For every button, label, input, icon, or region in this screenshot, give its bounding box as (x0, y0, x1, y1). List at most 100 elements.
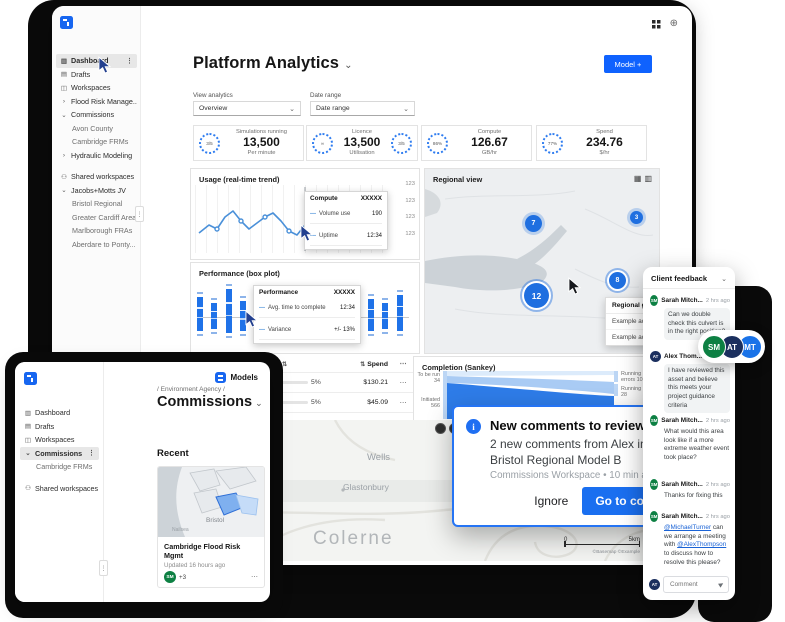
avatar-overflow-count: +3 (179, 573, 187, 581)
series-swatch: — (259, 326, 265, 333)
comment[interactable]: SM Sarah Mitch... 2 hrs ago @MichaelTurn… (650, 511, 730, 567)
chevron-down-icon[interactable]: ⌄ (344, 60, 353, 71)
usage-panel-title: Usage (real-time trend) (199, 175, 280, 184)
comment[interactable]: AT Alex Thom... I have reviewed this ass… (650, 351, 730, 414)
cluster-marker-8[interactable]: 8 (609, 272, 626, 289)
sidebar-item-aberdare[interactable]: Aberdare to Ponty... (56, 238, 137, 252)
apps-grid-icon[interactable] (651, 19, 661, 29)
tooltip-value: 12:34 (366, 232, 382, 239)
models-logo-icon (215, 372, 227, 383)
comment[interactable]: SM Sarah Mitch... 2 hrs ago Thanks for f… (650, 479, 730, 501)
kebab-icon[interactable]: ⋮ (88, 450, 95, 458)
svg-text:Running: Running (621, 371, 641, 377)
tooltip-title: Compute (310, 195, 338, 202)
sidebar-item-jacobs-motts[interactable]: ⌄ Jacobs+Motts JV (56, 184, 137, 198)
sidebar-resize-handle[interactable]: ⋮ (99, 560, 108, 576)
comment[interactable]: SM Sarah Mitch... 2 hrs ago What would t… (650, 415, 730, 463)
mention-link[interactable]: @AlexThompson (677, 541, 727, 549)
kpi-value: 234.76 (586, 135, 623, 150)
context-menu-title: Regional group (606, 298, 659, 314)
svg-text:28: 28 (621, 392, 627, 398)
notification-time: 10 min ago (609, 470, 658, 481)
sidebar-item-workspaces[interactable]: ◫ Workspaces (20, 433, 99, 447)
sidebar-resize-handle[interactable]: ⋮ (135, 206, 144, 222)
sidebar-item-avon-county[interactable]: Avon County (56, 122, 137, 136)
comment-time: 2 hrs ago (705, 297, 730, 304)
svg-text:34: 34 (434, 378, 440, 384)
sidebar-item-greater-cardiff[interactable]: Greater Cardiff Area (56, 211, 137, 225)
recent-model-card[interactable]: Bristol Nailsea Cambridge Flood Risk Mgm… (157, 466, 265, 588)
globe-icon[interactable]: ⊕ (669, 18, 678, 29)
sidebar-item-shared-workspaces[interactable]: ⚇ Shared workspaces (56, 170, 137, 184)
cluster-marker-12[interactable]: 12 (524, 283, 549, 308)
kebab-icon[interactable]: ⋮ (126, 57, 133, 65)
sidebar-item-bristol-regional[interactable]: Bristol Regional (56, 197, 137, 211)
sort-icon[interactable]: ⇅ (282, 361, 288, 368)
avatar: SM (164, 571, 176, 583)
date-range-select[interactable]: Date range ⌄ (310, 101, 415, 116)
people-icon: ⚇ (25, 485, 31, 493)
sidebar-item-cambridge-frms[interactable]: Cambridge FRMs (20, 460, 99, 474)
breadcrumb[interactable]: / Environment Agency / (157, 386, 225, 393)
cell-spend: $130.21 (363, 379, 388, 386)
cursor-pointer (98, 56, 111, 74)
comment-input[interactable] (668, 580, 720, 589)
grid-view-icon[interactable]: ▦ (633, 174, 642, 183)
tooltip-value: 190 (371, 210, 382, 217)
sidebar-item-drafts[interactable]: ▤ Drafts (20, 420, 99, 434)
sidebar-item-label: Commissions (35, 448, 83, 458)
chevron-down-icon[interactable]: ⌄ (255, 398, 263, 408)
map-town-label: Wells (367, 452, 391, 463)
sidebar-item-label: Aberdare to Ponty... (72, 239, 136, 249)
sidebar-item-flood-risk[interactable]: › Flood Risk Manage... (56, 95, 137, 109)
kpi-sub: $/hr (599, 149, 610, 156)
row-overflow-icon[interactable]: ⋯ (399, 379, 407, 387)
sidebar-item-shared-workspaces[interactable]: ⚇ Shared workspaces (20, 482, 99, 496)
sidebar-item-label: Drafts (35, 421, 55, 431)
context-menu-item[interactable]: Example action (606, 314, 659, 330)
sidebar-item-hydraulic-modeling[interactable]: › Hydraulic Modeling (56, 149, 137, 163)
cluster-marker-7[interactable]: 7 (525, 215, 542, 232)
sidebar-item-commissions[interactable]: ⌄ Commissions (56, 108, 137, 122)
view-analytics-select[interactable]: Overview ⌄ (193, 101, 301, 116)
chevron-down-icon[interactable]: ⌄ (721, 275, 727, 283)
column-spend[interactable]: Spend (367, 360, 388, 368)
sidebar-item-commissions[interactable]: ⌄ Commissions ⋮ (20, 446, 99, 460)
model-add-button[interactable]: Model + (604, 55, 652, 73)
view-analytics-label: View analytics (193, 92, 233, 99)
kpi-label: Licence (352, 129, 372, 136)
sort-icon[interactable]: ⇅ (360, 361, 366, 368)
list-view-icon[interactable]: ▥ (644, 174, 652, 183)
ignore-button[interactable]: Ignore (534, 494, 569, 508)
kpi-label: Simulations running (236, 129, 287, 136)
map-zoom-button[interactable] (435, 423, 446, 434)
y-tick: 123 (405, 197, 415, 204)
y-tick: 123 (405, 181, 415, 187)
cluster-marker-3[interactable]: 3 (630, 211, 643, 224)
sidebar-item-cambridge-frms[interactable]: Cambridge FRMs (56, 135, 137, 149)
overflow-menu-icon[interactable]: ⋯ (399, 361, 407, 368)
sidebar-item-marlborough[interactable]: Marlborough FRAs (56, 224, 137, 238)
sidebar-item-drafts[interactable]: ▤ Drafts (56, 68, 137, 82)
avatar-sm[interactable]: SM (702, 335, 726, 359)
sidebar-item-dashboard[interactable]: ▥ Dashboard (20, 406, 99, 420)
comment-text-part: can we arrange a meeting with (664, 524, 726, 549)
context-menu-item[interactable]: Example action (612, 334, 656, 341)
sidebar-item-label: Flood Risk Manage... (71, 96, 137, 106)
row-overflow-icon[interactable]: ⋯ (399, 399, 407, 407)
sidebar-item-dashboard[interactable]: ▥ Dashboard ⋮ (56, 54, 137, 68)
page-title-text: Platform Analytics (193, 54, 340, 72)
models-brand: Models (215, 372, 258, 383)
tooltip-label: Uptime (319, 232, 339, 239)
sidebar-item-label: Dashboard (35, 408, 71, 418)
collaborator-avatar-group: SM AT MT (698, 330, 765, 363)
sidebar-item-label: Workspaces (35, 435, 75, 445)
chevron-down-icon: ⌄ (289, 105, 295, 113)
sidebar-item-label: Cambridge FRMs (36, 462, 93, 472)
app-logo (60, 16, 73, 29)
mention-link[interactable]: @MichaelTurner (664, 524, 712, 531)
comment-text: I have reviewed this asset and believe t… (664, 364, 730, 414)
cursor-pointer (568, 277, 581, 295)
card-overflow-icon[interactable]: ⋯ (251, 574, 258, 581)
sidebar-item-workspaces[interactable]: ◫ Workspaces (56, 81, 137, 95)
